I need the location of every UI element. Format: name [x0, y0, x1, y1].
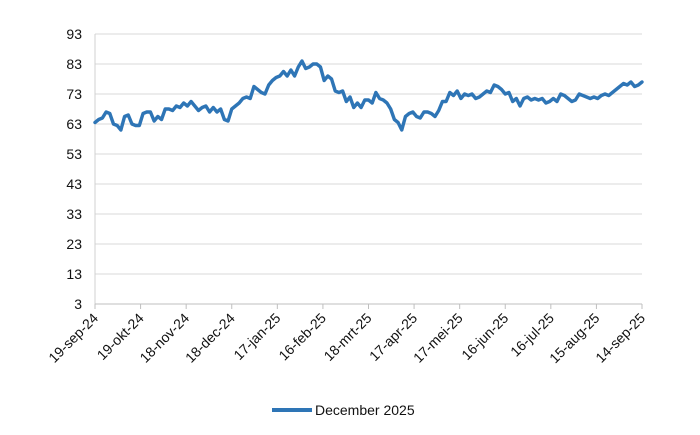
x-tick-label: 14-sep-25 [592, 310, 648, 366]
y-tick-label: 43 [66, 176, 82, 192]
y-tick-label: 23 [66, 236, 82, 252]
y-tick-label: 53 [66, 146, 82, 162]
series-line-december-2025 [93, 59, 644, 132]
y-tick-label: 63 [66, 116, 82, 132]
x-tick-marks [94, 304, 643, 309]
x-tick-label: 17-jan-25 [230, 310, 283, 363]
x-tick-label: 19-sep-24 [45, 310, 101, 366]
x-tick-label: 18-mrt-25 [320, 310, 374, 364]
gridlines [95, 33, 642, 275]
y-tick-label: 93 [66, 26, 82, 42]
x-tick-label: 17-mei-25 [410, 310, 466, 366]
y-tick-labels: 3 13 23 33 43 53 63 73 83 93 [66, 26, 82, 312]
x-tick-labels: 19-sep-2419-okt-2418-nov-2418-dec-2417-j… [45, 310, 648, 367]
x-tick-label: 16-jun-25 [458, 310, 511, 363]
x-tick-label: 18-dec-24 [182, 310, 238, 366]
legend-label: December 2025 [315, 402, 415, 418]
y-tick-label: 13 [66, 266, 82, 282]
y-tick-label: 83 [66, 56, 82, 72]
x-tick-label: 15-aug-25 [546, 310, 603, 367]
x-tick-label: 16-feb-25 [275, 310, 329, 364]
y-tick-label: 73 [66, 86, 82, 102]
y-tick-label: 3 [74, 296, 82, 312]
y-tick-label: 33 [66, 206, 82, 222]
legend: December 2025 [272, 402, 415, 418]
